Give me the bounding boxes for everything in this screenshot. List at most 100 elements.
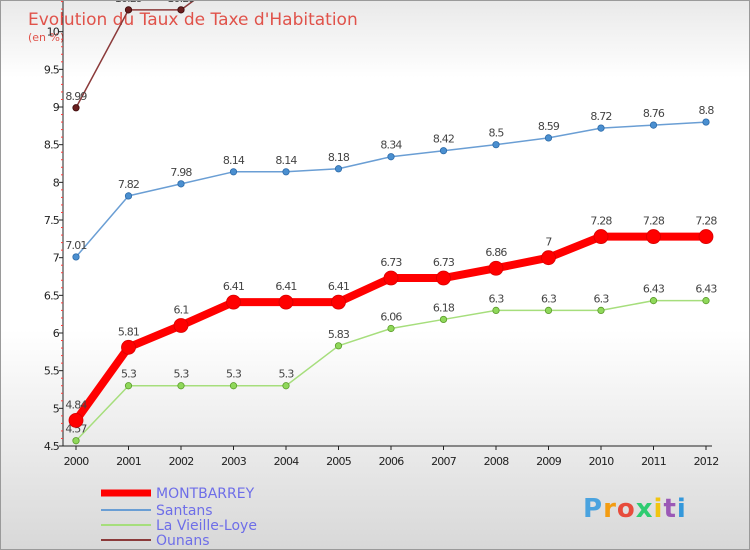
data-label-montbarrey: 7 — [545, 236, 552, 249]
data-point-santans — [544, 134, 553, 142]
data-point-la-vieille-loye — [649, 297, 658, 305]
data-label-montbarrey: 6.73 — [380, 256, 402, 269]
data-label-santans: 7.01 — [65, 239, 86, 252]
data-point-santans — [649, 121, 658, 129]
y-tick-label: 5 — [53, 402, 60, 415]
data-point-santans — [702, 118, 710, 126]
data-label-santans: 8.18 — [328, 151, 350, 164]
data-point-santans — [177, 180, 185, 188]
legend-label-santans: Santans — [156, 503, 213, 519]
data-label-montbarrey: 7.28 — [590, 215, 612, 228]
chart-title: Evolution du Taux de Taxe d'Habitation — [28, 10, 358, 30]
data-label-la-vieille-loye: 5.3 — [278, 368, 294, 381]
data-point-montbarrey — [331, 294, 346, 310]
y-tick-label: 5.5 — [44, 365, 60, 378]
data-point-montbarrey — [593, 229, 609, 244]
x-tick-label: 2004 — [274, 455, 300, 468]
x-tick-label: 2005 — [326, 455, 352, 468]
data-point-la-vieille-loye — [177, 382, 185, 390]
data-label-santans: 8.59 — [538, 120, 560, 133]
y-tick-label: 6 — [53, 327, 60, 340]
data-label-montbarrey: 6.73 — [433, 256, 455, 269]
data-point-montbarrey — [226, 294, 241, 310]
data-point-la-vieille-loye — [439, 315, 448, 324]
data-label-santans: 8.8 — [698, 104, 714, 117]
data-point-montbarrey — [436, 270, 451, 286]
data-point-santans — [124, 192, 133, 200]
series-santans: 7.01 7.82 7.98 8.14 8.14 8.18 8.34 8.42 8.5 8.59 8… — [65, 104, 715, 261]
data-label-la-vieille-loye: 6.06 — [380, 310, 402, 323]
data-point-santans — [334, 165, 343, 173]
x-tick-label: 2007 — [431, 455, 457, 468]
data-label-santans: 8.34 — [380, 139, 402, 152]
chart-subtitle: (en %) — [28, 31, 64, 44]
data-label-montbarrey: 7.28 — [643, 215, 665, 228]
x-tick-label: 2003 — [221, 455, 247, 468]
data-label-montbarrey: 6.41 — [328, 280, 349, 293]
y-tick-label: 6.5 — [44, 289, 60, 302]
data-point-la-vieille-loye — [492, 306, 500, 315]
data-point-montbarrey — [488, 260, 504, 276]
data-label-la-vieille-loye: 4.57 — [65, 423, 87, 436]
data-label-montbarrey: 7.28 — [695, 215, 717, 228]
data-label-la-vieille-loye: 6.43 — [695, 283, 717, 296]
data-label-santans: 7.82 — [118, 178, 139, 191]
x-tick-label: 2006 — [379, 455, 405, 468]
data-label-la-vieille-loye: 6.3 — [541, 292, 557, 305]
data-label-la-vieille-loye: 6.3 — [488, 292, 504, 305]
data-label-la-vieille-loye: 5.3 — [173, 368, 189, 381]
data-label-ounans: 8.99 — [65, 90, 87, 103]
series-ounans: 8.9910.2910.2910.810.8610.8610.8810.8810… — [65, 1, 196, 112]
x-tick-label: 2010 — [589, 455, 615, 468]
data-point-santans — [492, 141, 500, 149]
data-point-la-vieille-loye — [124, 382, 133, 390]
data-point-santans — [229, 168, 238, 176]
data-point-montbarrey — [646, 229, 661, 244]
data-point-la-vieille-loye — [72, 437, 80, 445]
y-tick-label: 9.5 — [44, 63, 60, 76]
data-label-la-vieille-loye: 5.3 — [226, 368, 242, 381]
data-label-la-vieille-loye: 6.3 — [593, 292, 609, 305]
data-label-santans: 8.76 — [643, 107, 665, 120]
data-label-montbarrey: 6.86 — [485, 246, 507, 259]
data-point-la-vieille-loye — [282, 382, 290, 390]
data-label-santans: 7.98 — [170, 166, 192, 179]
y-tick-label: 8 — [53, 176, 60, 189]
data-point-montbarrey — [278, 294, 294, 310]
data-label-montbarrey: 4.84 — [65, 398, 87, 411]
data-point-montbarrey — [541, 250, 556, 266]
x-tick-label: 2008 — [484, 455, 510, 468]
data-point-santans — [439, 147, 448, 155]
y-tick-label: 4.5 — [44, 440, 60, 453]
data-label-montbarrey: 6.41 — [275, 280, 296, 293]
data-point-montbarrey — [383, 270, 399, 286]
x-tick-label: 2001 — [116, 455, 141, 468]
data-point-santans — [72, 253, 80, 261]
y-tick-label: 9 — [53, 101, 60, 114]
data-label-la-vieille-loye: 5.83 — [328, 328, 350, 341]
data-label-santans: 8.42 — [433, 133, 454, 146]
data-point-montbarrey — [698, 229, 714, 244]
data-label-santans: 8.72 — [590, 110, 611, 123]
series-layer: 4.57 5.3 5.3 5.3 5.3 5.83 6.06 6.18 6.3 6.3 6.3 6.4… — [65, 1, 718, 445]
data-label-montbarrey: 6.41 — [223, 280, 244, 293]
legend-label-la-vieille-loye: La Vieille-Loye — [156, 518, 257, 534]
legend-label-montbarrey: MONTBARREY — [156, 486, 255, 502]
data-point-santans — [282, 168, 290, 176]
legend-label-ounans: Ounans — [156, 533, 210, 549]
series-la-vieille-loye: 4.57 5.3 5.3 5.3 5.3 5.83 6.06 6.18 6.3 6.3 6.3 6.4… — [65, 283, 718, 445]
data-label-santans: 8.14 — [275, 154, 297, 167]
x-tick-label: 2012 — [694, 455, 719, 468]
data-label-santans: 8.14 — [223, 154, 245, 167]
y-tick-label: 7 — [53, 252, 60, 265]
data-point-la-vieille-loye — [702, 297, 710, 305]
y-tick-label: 8.5 — [44, 139, 60, 152]
data-point-ounans — [72, 104, 80, 112]
data-point-montbarrey — [173, 318, 189, 333]
data-point-santans — [597, 124, 605, 132]
data-label-montbarrey: 5.81 — [118, 325, 139, 338]
data-label-montbarrey: 6.1 — [173, 303, 188, 316]
data-point-santans — [387, 153, 395, 161]
